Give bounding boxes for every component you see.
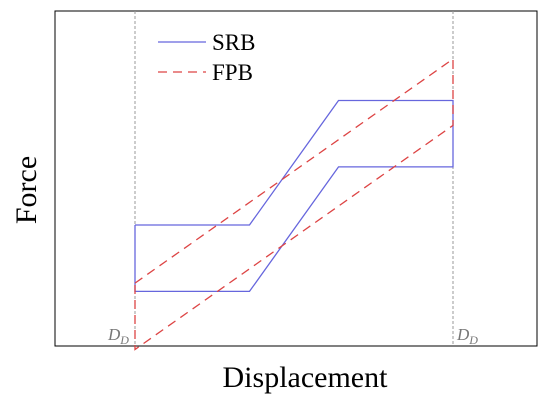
dd-left-sub: D (119, 333, 129, 347)
y-axis-title: Force (10, 156, 43, 224)
plot-frame (54, 10, 538, 347)
dd-right-main: D (456, 325, 470, 344)
legend: SRB FPB (158, 30, 255, 85)
dd-left-main: D (107, 325, 121, 344)
x-axis-title: Displacement (223, 361, 389, 394)
legend-label-fpb: FPB (212, 60, 253, 85)
series-layer (134, 57, 454, 351)
legend-label-srb: SRB (212, 30, 255, 55)
series-line-fpb (134, 57, 454, 351)
series-line-srb (134, 99, 454, 293)
reference-lines (134, 11, 454, 346)
dd-label-right: DD (456, 325, 478, 347)
dd-right-sub: D (468, 333, 478, 347)
dd-label-left: DD (107, 325, 129, 347)
